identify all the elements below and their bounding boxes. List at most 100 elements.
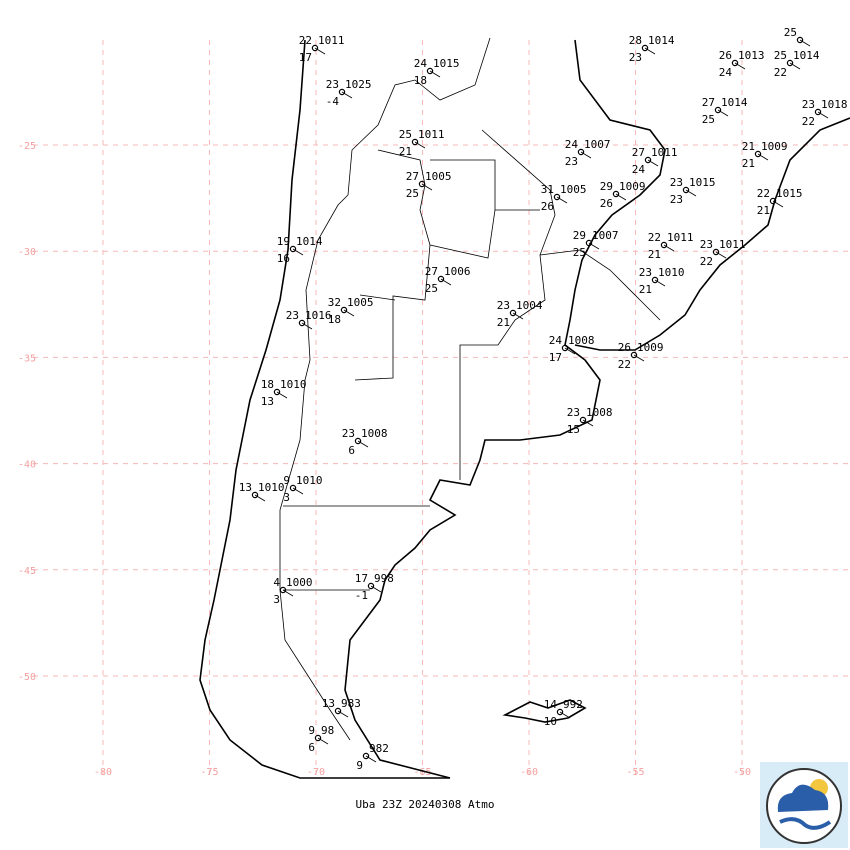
temperature: 29 — [573, 229, 586, 242]
temperature: 24 — [565, 138, 579, 151]
pressure: 992 — [563, 698, 583, 711]
pressure: 1008 — [361, 427, 388, 440]
station-dot — [641, 44, 649, 52]
dewpoint: 21 — [639, 283, 652, 296]
temperature: 23 — [639, 266, 652, 279]
dewpoint: 22 — [802, 115, 815, 128]
dewpoint: 22 — [700, 255, 713, 268]
station-dot — [712, 248, 720, 256]
dewpoint: 3 — [273, 593, 280, 606]
pressure: 1015 — [433, 57, 460, 70]
dewpoint: 10 — [544, 715, 557, 728]
station-dot — [279, 586, 287, 594]
station-dot — [612, 190, 620, 198]
temperature: 27 — [425, 265, 438, 278]
lon-label: -50 — [733, 767, 751, 778]
pressure: 98 — [321, 724, 334, 737]
dewpoint: 25 — [702, 113, 715, 126]
wind-barb — [341, 91, 353, 99]
dewpoint: 21 — [648, 248, 661, 261]
lat-label: -35 — [18, 353, 36, 364]
lon-label: -75 — [200, 767, 218, 778]
temperature: 4 — [273, 576, 280, 589]
temperature: 13 — [322, 697, 335, 710]
station-dot — [577, 148, 585, 156]
pressure: 998 — [374, 572, 394, 585]
dewpoint: 26 — [600, 197, 613, 210]
dewpoint: 25 — [425, 282, 438, 295]
lat-label: -25 — [18, 141, 36, 152]
dewpoint: 13 — [261, 395, 274, 408]
station-dot — [289, 245, 297, 253]
station-dot — [553, 193, 561, 201]
temperature: 13 — [239, 481, 252, 494]
pressure: 1025 — [345, 78, 372, 91]
pressure: 1015 — [689, 176, 716, 189]
lon-label: -80 — [94, 767, 112, 778]
temperature: 27 — [406, 170, 419, 183]
pressure: 1014 — [721, 96, 748, 109]
temperature: 17 — [355, 572, 368, 585]
pressure: 1015 — [776, 187, 803, 200]
temperature: 23 — [670, 176, 683, 189]
dewpoint: 3 — [283, 491, 290, 504]
temperature: 32 — [328, 296, 341, 309]
wind-barb — [370, 585, 382, 593]
lon-label: -60 — [520, 767, 538, 778]
station-dot — [367, 582, 375, 590]
pressure: 1009 — [619, 180, 646, 193]
dewpoint: 24 — [719, 66, 733, 79]
temperature: 29 — [600, 180, 613, 193]
wind-barb — [734, 62, 746, 70]
wind-barb — [421, 183, 433, 191]
wind-barb — [715, 251, 727, 259]
pressure: 1011 — [651, 146, 678, 159]
pressure: 1010 — [296, 474, 323, 487]
dewpoint: 21 — [497, 316, 510, 329]
temperature: 23 — [700, 238, 713, 251]
station-dot — [340, 306, 348, 314]
wind-barb — [317, 737, 329, 745]
grid: -25 -30 -35 -40 -45 -50 -80 -75 -70 -65 -60 -55 -50 — [18, 40, 850, 780]
pressure: 1007 — [592, 229, 619, 242]
temperature: 18 — [261, 378, 274, 391]
pressure: 1014 — [296, 235, 323, 248]
wind-barb — [292, 248, 304, 256]
wind-barb — [564, 347, 576, 355]
wind-barb — [615, 193, 627, 201]
pressure: 1011 — [318, 34, 345, 47]
station-dot — [418, 180, 426, 188]
station-dot — [731, 59, 739, 67]
wind-barb — [254, 494, 266, 502]
station-dot — [334, 707, 342, 715]
dewpoint: 23 — [670, 193, 683, 206]
wind-barb — [772, 200, 784, 208]
wind-barb — [343, 309, 355, 317]
wind-barb — [644, 47, 656, 55]
pressure: 1011 — [719, 238, 746, 251]
pressure: 982 — [369, 742, 389, 755]
dewpoint: 22 — [774, 66, 787, 79]
coastline — [199, 39, 450, 779]
dewpoint: 22 — [618, 358, 631, 371]
station-dot — [509, 309, 517, 317]
pressure: 1010 — [258, 481, 285, 494]
temperature: 23 — [342, 427, 355, 440]
pressure: 1007 — [584, 138, 611, 151]
wind-barb — [789, 62, 801, 70]
wind-barb — [588, 242, 600, 250]
dewpoint: 6 — [308, 741, 315, 754]
station-dot — [338, 88, 346, 96]
wind-barb — [647, 159, 659, 167]
lat-label: -30 — [18, 247, 36, 258]
temperature: 25 — [399, 128, 412, 141]
pressure: 1005 — [560, 183, 587, 196]
dewpoint: 9 — [356, 759, 363, 772]
station-dot — [437, 275, 445, 283]
dewpoint: 18 — [328, 313, 341, 326]
lat-label: -50 — [18, 672, 36, 683]
station-dot — [561, 344, 569, 352]
station-dot — [796, 36, 804, 44]
